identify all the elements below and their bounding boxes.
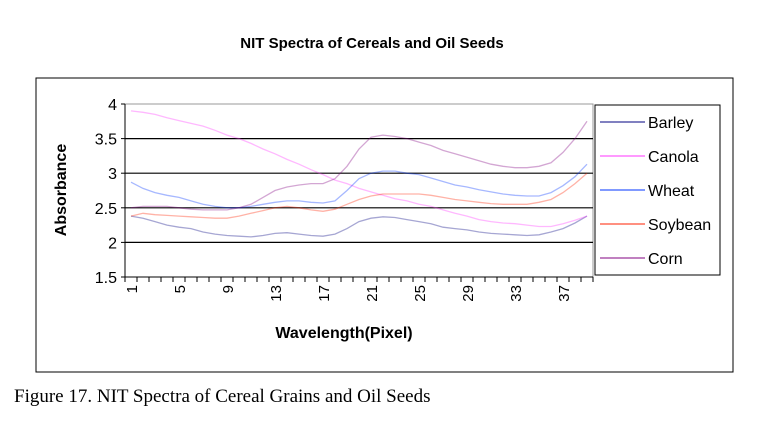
x-tick-label: 17 bbox=[316, 285, 333, 302]
y-axis-label: Absorbance bbox=[53, 144, 70, 237]
series-line-wheat bbox=[130, 163, 588, 209]
chart-title: NIT Spectra of Cereals and Oil Seeds bbox=[240, 35, 503, 52]
series-line-soybean bbox=[130, 172, 588, 219]
chart: NIT Spectra of Cereals and Oil Seeds Abs… bbox=[35, 35, 734, 373]
figure-caption: Figure 17. NIT Spectra of Cereal Grains … bbox=[14, 386, 431, 407]
legend: Barley Canola Wheat Soybean Corn bbox=[594, 104, 721, 276]
x-tick-label: 25 bbox=[412, 285, 429, 302]
y-tick-label: 1.5 bbox=[95, 270, 117, 287]
legend-label-soybean: Soybean bbox=[648, 217, 711, 234]
x-tick-label: 1 bbox=[124, 285, 141, 293]
x-tick-label: 29 bbox=[460, 285, 477, 302]
legend-label-wheat: Wheat bbox=[648, 183, 695, 200]
x-tick-label: 33 bbox=[508, 285, 525, 302]
y-tick-label: 2 bbox=[108, 235, 117, 252]
legend-label-corn: Corn bbox=[648, 251, 683, 268]
x-tick-label: 21 bbox=[364, 285, 381, 302]
series-line-barley bbox=[130, 215, 588, 238]
x-tick-label: 13 bbox=[268, 285, 285, 302]
legend-label-barley: Barley bbox=[648, 115, 693, 132]
y-tick-label: 4 bbox=[108, 97, 117, 114]
series-line-canola bbox=[130, 110, 588, 228]
y-tick-label: 2.5 bbox=[95, 201, 117, 218]
legend-label-canola: Canola bbox=[648, 149, 699, 166]
series-line-corn bbox=[130, 120, 588, 211]
x-axis-label: Wavelength(Pixel) bbox=[275, 325, 412, 342]
y-tick-label: 3 bbox=[108, 166, 117, 183]
x-tick-label: 37 bbox=[556, 285, 573, 302]
x-tick-label: 5 bbox=[172, 285, 189, 293]
y-tick-label: 3.5 bbox=[95, 132, 117, 149]
x-tick-label: 9 bbox=[220, 285, 237, 293]
